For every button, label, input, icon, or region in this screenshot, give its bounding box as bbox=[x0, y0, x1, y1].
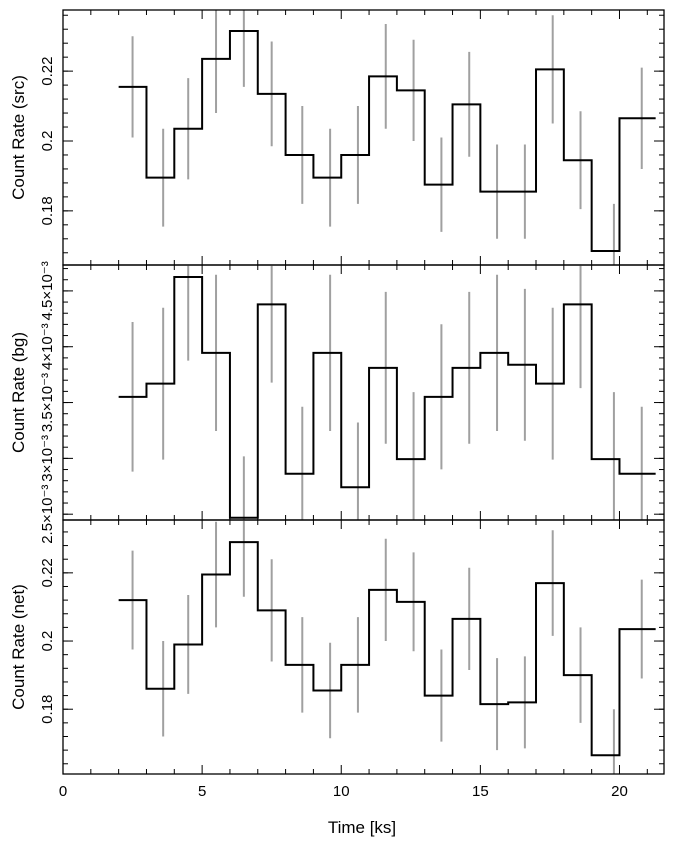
y-axis-label-src: Count Rate (src) bbox=[9, 75, 28, 200]
x-axis-label: Time [ks] bbox=[328, 818, 396, 837]
x-tick-label: 15 bbox=[472, 783, 489, 800]
y-tick-label: 0.18 bbox=[39, 196, 56, 225]
x-tick-label: 10 bbox=[333, 783, 350, 800]
y-tick-label: 3×10⁻³ bbox=[39, 435, 56, 482]
x-tick-label: 20 bbox=[611, 783, 628, 800]
panel-frame bbox=[62, 9, 665, 266]
y-tick-label: 3.5×10⁻³ bbox=[39, 373, 56, 432]
x-tick-label: 0 bbox=[59, 783, 67, 800]
y-tick-label: 0.2 bbox=[39, 631, 56, 652]
panel-frame bbox=[62, 519, 665, 775]
y-tick-label: 2.5×10⁻³ bbox=[39, 485, 56, 544]
step-line-bg bbox=[118, 275, 656, 519]
y-tick-label: 0.2 bbox=[39, 131, 56, 152]
y-tick-label: 0.22 bbox=[39, 57, 56, 86]
panel-bg: 2.5×10⁻³ 3×10⁻³ 3.5×10⁻³ 4×10⁻³ 4.5×10⁻³ Coun… bbox=[9, 261, 665, 544]
y-tick-label: 0.18 bbox=[39, 695, 56, 724]
y-tick-label: 0.22 bbox=[39, 558, 56, 587]
y-tick-label: 4.5×10⁻³ bbox=[39, 261, 56, 320]
panel-net: 0.18 0.2 0.22 Count Rate (net) 0 5 10 15 20 bbox=[9, 519, 665, 800]
x-tick-label: 5 bbox=[198, 783, 206, 800]
step-line-net bbox=[118, 541, 656, 757]
y-axis-label-bg: Count Rate (bg) bbox=[9, 332, 28, 453]
step-line-src bbox=[118, 29, 656, 253]
panel-src: 0.18 0.2 0.22 Count Rate (src) bbox=[9, 9, 665, 266]
y-tick-label: 4×10⁻³ bbox=[39, 323, 56, 370]
panel-frame bbox=[62, 264, 665, 521]
y-axis-label-net: Count Rate (net) bbox=[9, 584, 28, 710]
